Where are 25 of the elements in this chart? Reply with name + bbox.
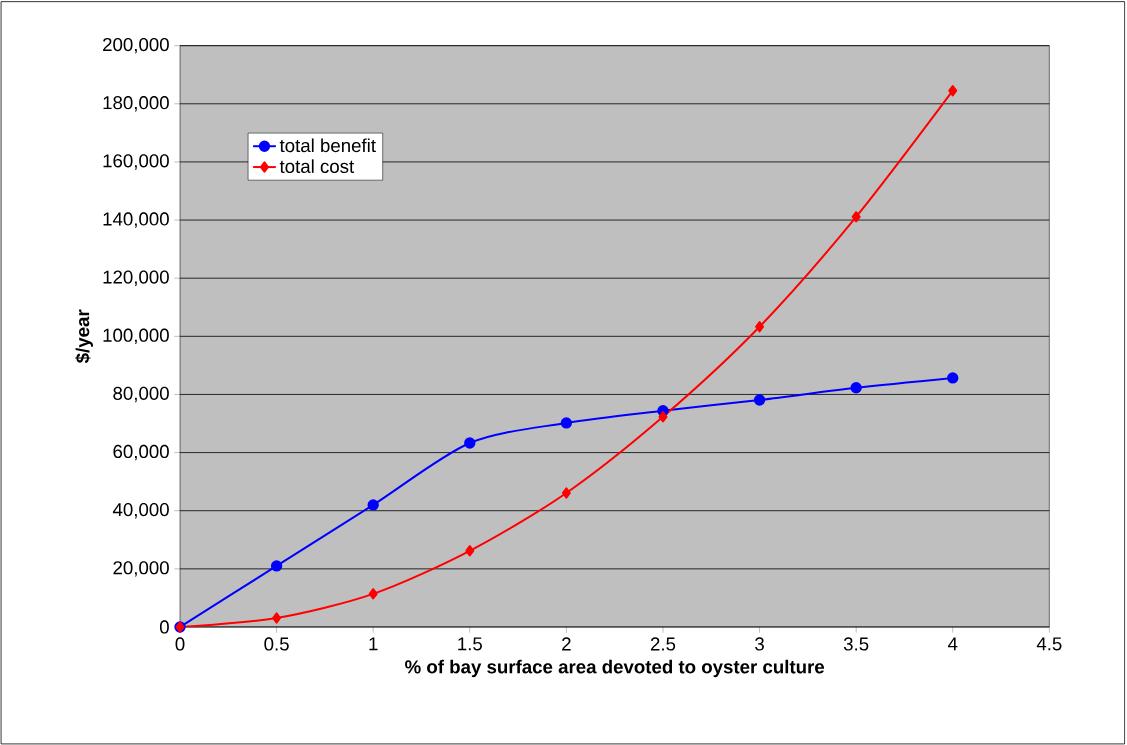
x-tick-label: 2.5: [650, 637, 676, 651]
x-tick-label: 4.5: [1036, 637, 1062, 651]
y-tick-label: 200,000: [103, 37, 169, 54]
y-tick-label: 180,000: [103, 96, 169, 112]
x-tick-label: 2: [562, 637, 571, 651]
x-tick-label: 0: [175, 637, 185, 651]
x-tick-label: 0.5: [264, 637, 289, 651]
y-tick-label: 120,000: [103, 270, 169, 286]
x-tick-label: 3.5: [843, 637, 869, 651]
y-tick-label: 140,000: [103, 212, 169, 228]
y-tick-label: 100,000: [103, 328, 169, 345]
y-tick-label: 60,000: [113, 444, 169, 461]
y-tick-label: 160,000: [103, 154, 169, 170]
legend-label: total cost: [279, 159, 355, 174]
y-tick-label: 0: [159, 620, 169, 634]
x-tick-label: 1: [369, 637, 378, 651]
x-axis-title: % of bay surface area devoted to oyster culture: [405, 659, 825, 678]
y-tick-label: 40,000: [112, 502, 169, 519]
x-tick-label: 3: [755, 637, 764, 651]
legend-label: total benefit: [279, 138, 376, 153]
y-axis-title: $/year: [75, 309, 93, 364]
y-tick-label: 80,000: [113, 386, 169, 403]
x-tick-label: 1.5: [458, 637, 482, 651]
x-tick-label: 4: [947, 637, 958, 651]
y-tick-label: 20,000: [113, 561, 169, 577]
